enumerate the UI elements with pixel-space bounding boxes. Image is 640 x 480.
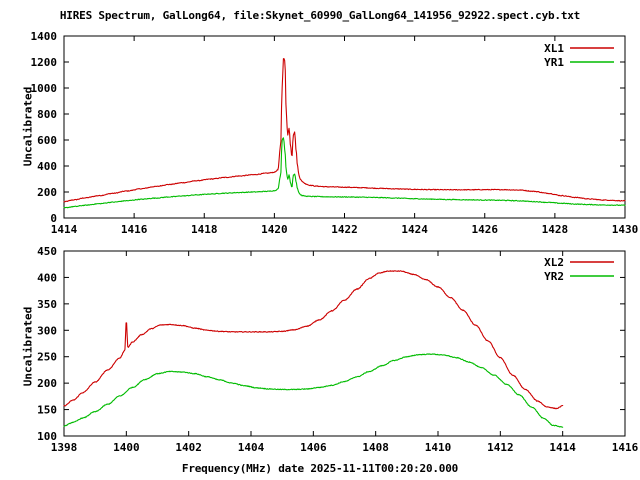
x-axis-tick-label: 1416: [612, 441, 639, 454]
plot-frame: [63, 35, 626, 219]
y-axis-tick-label: 450: [37, 245, 57, 258]
x-axis-tick-label: 1414: [549, 441, 576, 454]
y-axis-tick-label: 200: [37, 377, 57, 390]
x-axis-tick-label: 1418: [191, 223, 218, 236]
x-axis-tick-label: 1402: [175, 441, 202, 454]
y-axis-tick-label: 1400: [31, 30, 58, 43]
bottom-plot-x-axis-label: Frequency(MHz) date 2025-11-11T00:20:20.…: [181, 462, 459, 475]
x-axis-tick-label: 1406: [300, 441, 327, 454]
bottom-plot-svg: 1398 1400 1402 1404 1406 1408 1410 1412 1414 1416…: [37, 245, 639, 454]
x-axis-tick-label: 1416: [121, 223, 148, 236]
x-axis-tick-label: 1430: [612, 223, 639, 236]
x-axis-tick-label: 1408: [362, 441, 389, 454]
data-series-yr2: [63, 353, 564, 428]
y-axis-tick-label: 300: [37, 324, 57, 337]
y-axis-tick-label: 400: [37, 160, 57, 173]
y-axis-tick-label: 0: [50, 212, 57, 225]
data-series-xl1: [63, 58, 626, 203]
x-axis-tick-label: 1424: [401, 223, 428, 236]
page-title: HIRES Spectrum, GalLong64, file:Skynet_6…: [59, 9, 581, 22]
y-axis-tick-label: 1000: [31, 82, 58, 95]
y-axis-tick-label: 350: [37, 298, 57, 311]
y-axis-tick-label: 100: [37, 430, 57, 443]
y-axis-tick-label: 1200: [31, 56, 58, 69]
x-axis-tick-label: 1412: [487, 441, 514, 454]
x-axis-tick-label: 1400: [113, 441, 140, 454]
top-plot-panel: 1414 1416 1418 1420 1422 1424 1426 1428 1430 0 200…: [31, 30, 639, 236]
x-axis-tick-label: 1422: [331, 223, 358, 236]
x-axis-tick-label: 1410: [425, 441, 452, 454]
legend-label-xl2: XL2: [544, 256, 564, 269]
plot-frame: [63, 250, 626, 437]
legend-label-yr2: YR2: [544, 270, 564, 283]
legend-label-xl1: XL1: [544, 42, 564, 55]
top-plot-svg: 1414 1416 1418 1420 1422 1424 1426 1428 1430 0 200…: [31, 30, 639, 236]
data-series-yr1: [63, 137, 626, 209]
y-axis-tick-label: 800: [37, 108, 57, 121]
y-axis-tick-label: 600: [37, 134, 57, 147]
bottom-plot-panel: 1398 1400 1402 1404 1406 1408 1410 1412 1414 1416…: [0, 240, 640, 480]
x-axis-tick-label: 1398: [51, 441, 78, 454]
y-axis-tick-label: 400: [37, 271, 57, 284]
x-axis-tick-label: 1404: [238, 441, 265, 454]
y-axis-tick-label: 250: [37, 351, 57, 364]
x-axis-tick-label: 1420: [261, 223, 288, 236]
y-axis-tick-label: 200: [37, 186, 57, 199]
x-axis-tick-label: 1414: [51, 223, 78, 236]
legend-label-yr1: YR1: [544, 56, 564, 69]
y-axis-tick-label: 150: [37, 404, 57, 417]
x-axis-tick-label: 1428: [542, 223, 569, 236]
data-series-xl2: [63, 270, 564, 410]
x-axis-tick-label: 1426: [472, 223, 499, 236]
